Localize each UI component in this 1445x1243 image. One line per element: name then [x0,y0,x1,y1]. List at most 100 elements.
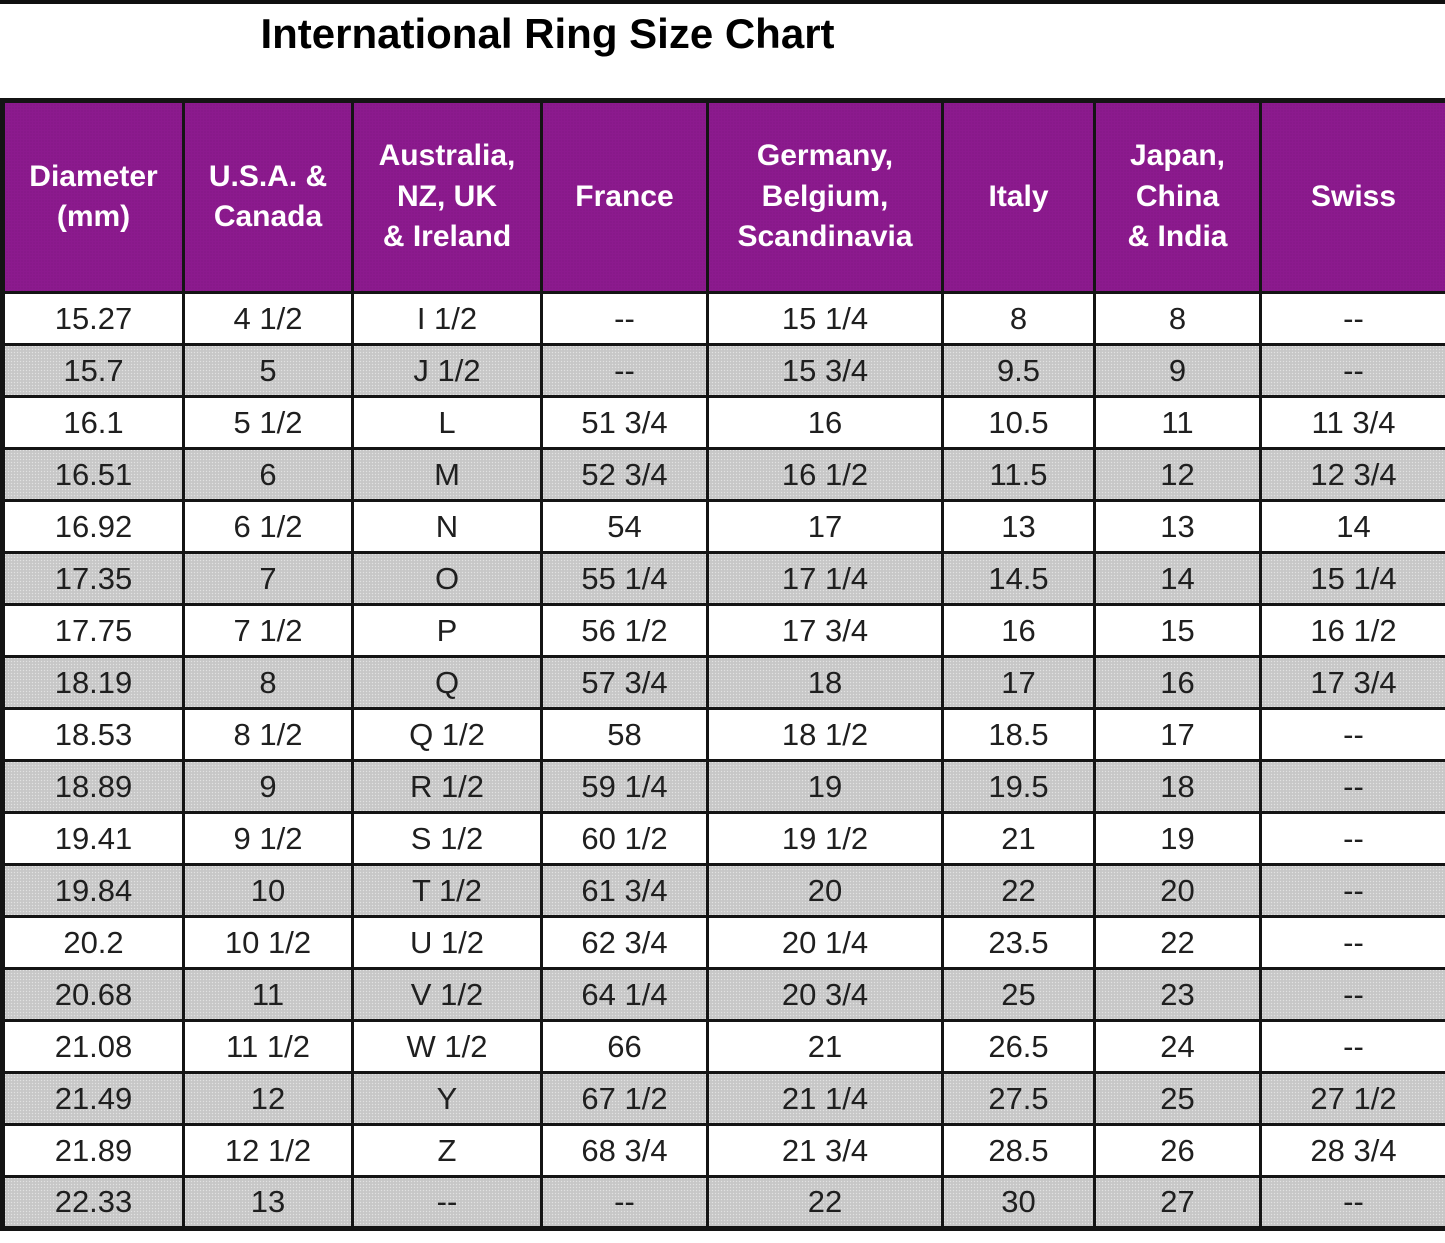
cell-italy: 14.5 [941,551,1096,606]
cell-japan-china-india: 19 [1093,811,1262,866]
cell-germany-belgium-scandinavia: 18 [706,655,944,710]
cell-italy: 8 [941,291,1096,346]
cell-diameter: 18.53 [1,707,185,762]
cell-australia-nz-uk-ireland: Z [351,1123,543,1178]
cell-italy: 21 [941,811,1096,866]
cell-diameter: 18.19 [1,655,185,710]
cell-australia-nz-uk-ireland: T 1/2 [351,863,543,918]
table-row: 16.92 6 1/2 N 54 17 13 13 14 [1,499,1445,554]
cell-germany-belgium-scandinavia: 21 1/4 [706,1071,944,1126]
cell-australia-nz-uk-ireland: -- [351,1175,543,1230]
cell-germany-belgium-scandinavia: 20 [706,863,944,918]
cell-italy: 16 [941,603,1096,658]
table-row: 15.7 5 J 1/2 -- 15 3/4 9.5 9 -- [1,343,1445,398]
cell-france: -- [540,343,709,398]
cell-usa-canada: 10 1/2 [182,915,354,970]
cell-usa-canada: 5 1/2 [182,395,354,450]
cell-italy: 17 [941,655,1096,710]
table-row: 21.89 12 1/2 Z 68 3/4 21 3/4 28.5 26 28 … [1,1123,1445,1178]
cell-swiss: -- [1259,1019,1445,1074]
cell-australia-nz-uk-ireland: N [351,499,543,554]
cell-diameter: 20.2 [1,915,185,970]
column-header-italy: Italy [941,99,1096,294]
cell-swiss: 14 [1259,499,1445,554]
cell-usa-canada: 12 1/2 [182,1123,354,1178]
cell-swiss: -- [1259,915,1445,970]
cell-australia-nz-uk-ireland: P [351,603,543,658]
cell-germany-belgium-scandinavia: 21 [706,1019,944,1074]
cell-swiss: 28 3/4 [1259,1123,1445,1178]
column-header-japan-china-india: Japan, China & India [1093,99,1262,294]
cell-italy: 23.5 [941,915,1096,970]
cell-japan-china-india: 24 [1093,1019,1262,1074]
column-header-australia-nz-uk-ireland: Australia, NZ, UK & Ireland [351,99,543,294]
cell-usa-canada: 13 [182,1175,354,1230]
cell-usa-canada: 7 1/2 [182,603,354,658]
cell-japan-china-india: 25 [1093,1071,1262,1126]
table-row: 19.41 9 1/2 S 1/2 60 1/2 19 1/2 21 19 -- [1,811,1445,866]
cell-swiss: -- [1259,291,1445,346]
cell-swiss: -- [1259,707,1445,762]
cell-germany-belgium-scandinavia: 21 3/4 [706,1123,944,1178]
cell-swiss: 27 1/2 [1259,1071,1445,1126]
cell-italy: 26.5 [941,1019,1096,1074]
header-row: Diameter (mm) U.S.A. & Canada Australia,… [1,99,1445,294]
cell-australia-nz-uk-ireland: W 1/2 [351,1019,543,1074]
cell-diameter: 17.75 [1,603,185,658]
cell-japan-china-india: 15 [1093,603,1262,658]
cell-swiss: -- [1259,343,1445,398]
page-title: International Ring Size Chart [260,10,835,57]
column-header-germany-belgium-scandinavia: Germany, Belgium, Scandinavia [706,99,944,294]
cell-japan-china-india: 27 [1093,1175,1262,1230]
cell-germany-belgium-scandinavia: 16 [706,395,944,450]
table-row: 21.49 12 Y 67 1/2 21 1/4 27.5 25 27 1/2 [1,1071,1445,1126]
cell-japan-china-india: 16 [1093,655,1262,710]
cell-swiss: 11 3/4 [1259,395,1445,450]
cell-australia-nz-uk-ireland: L [351,395,543,450]
cell-swiss: 15 1/4 [1259,551,1445,606]
cell-italy: 13 [941,499,1096,554]
cell-swiss: -- [1259,759,1445,814]
cell-france: 61 3/4 [540,863,709,918]
cell-japan-china-india: 26 [1093,1123,1262,1178]
cell-diameter: 20.68 [1,967,185,1022]
table-row: 21.08 11 1/2 W 1/2 66 21 26.5 24 -- [1,1019,1445,1074]
cell-japan-china-india: 18 [1093,759,1262,814]
table-row: 19.84 10 T 1/2 61 3/4 20 22 20 -- [1,863,1445,918]
cell-swiss: -- [1259,863,1445,918]
cell-usa-canada: 12 [182,1071,354,1126]
cell-france: 68 3/4 [540,1123,709,1178]
cell-france: 58 [540,707,709,762]
cell-japan-china-india: 23 [1093,967,1262,1022]
cell-italy: 19.5 [941,759,1096,814]
column-header-swiss: Swiss [1259,99,1445,294]
table-row: 22.33 13 -- -- 22 30 27 -- [1,1175,1445,1230]
cell-italy: 25 [941,967,1096,1022]
cell-italy: 11.5 [941,447,1096,502]
cell-france: -- [540,1175,709,1230]
cell-australia-nz-uk-ireland: M [351,447,543,502]
table-row: 20.2 10 1/2 U 1/2 62 3/4 20 1/4 23.5 22 … [1,915,1445,970]
column-header-diameter: Diameter (mm) [1,99,185,294]
table-row: 18.19 8 Q 57 3/4 18 17 16 17 3/4 [1,655,1445,710]
cell-france: 64 1/4 [540,967,709,1022]
cell-diameter: 17.35 [1,551,185,606]
cell-france: 55 1/4 [540,551,709,606]
cell-germany-belgium-scandinavia: 20 1/4 [706,915,944,970]
cell-diameter: 21.08 [1,1019,185,1074]
cell-diameter: 16.51 [1,447,185,502]
cell-australia-nz-uk-ireland: U 1/2 [351,915,543,970]
cell-diameter: 21.49 [1,1071,185,1126]
cell-usa-canada: 6 [182,447,354,502]
cell-japan-china-india: 17 [1093,707,1262,762]
column-header-france: France [540,99,709,294]
cell-germany-belgium-scandinavia: 18 1/2 [706,707,944,762]
cell-usa-canada: 9 1/2 [182,811,354,866]
cell-japan-china-india: 22 [1093,915,1262,970]
cell-usa-canada: 11 1/2 [182,1019,354,1074]
cell-diameter: 21.89 [1,1123,185,1178]
table-row: 18.53 8 1/2 Q 1/2 58 18 1/2 18.5 17 -- [1,707,1445,762]
cell-diameter: 16.1 [1,395,185,450]
cell-germany-belgium-scandinavia: 17 3/4 [706,603,944,658]
